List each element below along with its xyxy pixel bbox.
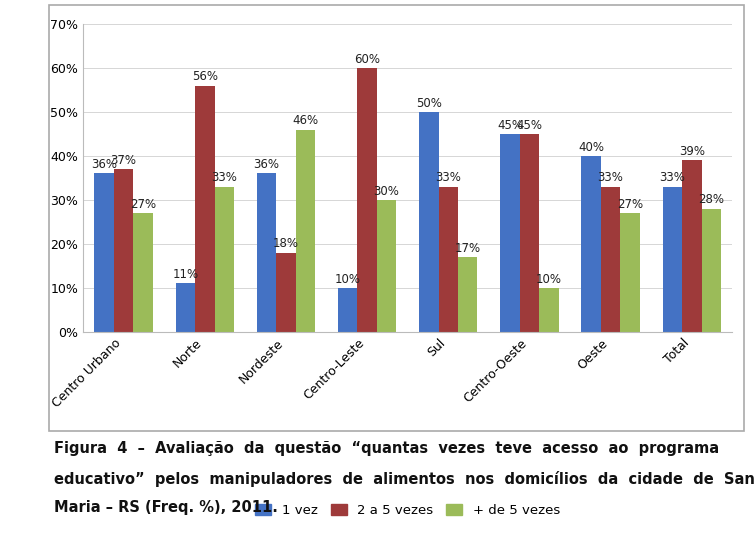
Text: 37%: 37% xyxy=(111,154,137,167)
Text: 11%: 11% xyxy=(172,268,199,281)
Text: 33%: 33% xyxy=(598,172,624,185)
Text: 10%: 10% xyxy=(334,272,361,286)
Bar xyxy=(621,213,639,332)
Bar xyxy=(257,173,276,332)
Bar xyxy=(176,284,195,332)
Text: 36%: 36% xyxy=(91,158,117,171)
Bar xyxy=(134,213,153,332)
Legend: 1 vez, 2 a 5 vezes, + de 5 vezes: 1 vez, 2 a 5 vezes, + de 5 vezes xyxy=(250,498,565,522)
Text: educativo”  pelos  manipuladores  de  alimentos  nos  domicílios  da  cidade  de: educativo” pelos manipuladores de alimen… xyxy=(54,471,755,487)
Text: 18%: 18% xyxy=(273,238,299,250)
Text: 33%: 33% xyxy=(436,172,461,185)
Text: 36%: 36% xyxy=(254,158,279,171)
Bar xyxy=(663,187,682,332)
Text: Maria – RS (Freq. %), 2011.: Maria – RS (Freq. %), 2011. xyxy=(54,500,279,515)
Bar xyxy=(195,86,214,332)
Text: 33%: 33% xyxy=(211,172,237,185)
Text: 46%: 46% xyxy=(292,114,319,127)
Bar xyxy=(114,169,134,332)
Bar xyxy=(296,129,315,332)
Bar xyxy=(338,288,357,332)
Bar xyxy=(214,187,234,332)
Text: 10%: 10% xyxy=(536,272,562,286)
Text: 56%: 56% xyxy=(192,71,217,83)
Text: 50%: 50% xyxy=(416,97,442,110)
Text: 40%: 40% xyxy=(578,141,604,154)
Bar xyxy=(94,173,114,332)
Bar xyxy=(276,253,296,332)
Bar xyxy=(519,134,539,332)
Text: 28%: 28% xyxy=(698,194,724,207)
Bar xyxy=(581,156,601,332)
Bar xyxy=(419,112,439,332)
Bar xyxy=(539,288,559,332)
Bar xyxy=(601,187,621,332)
Text: 45%: 45% xyxy=(516,119,542,132)
Bar xyxy=(701,209,721,332)
Text: 27%: 27% xyxy=(617,198,643,211)
Text: 30%: 30% xyxy=(374,185,399,197)
Bar xyxy=(357,68,377,332)
Text: 17%: 17% xyxy=(455,242,481,255)
Bar xyxy=(501,134,519,332)
Text: 39%: 39% xyxy=(679,145,704,158)
Text: 45%: 45% xyxy=(497,119,523,132)
Bar xyxy=(458,257,477,332)
Text: 33%: 33% xyxy=(659,172,686,185)
Bar xyxy=(377,200,396,332)
Bar xyxy=(682,160,701,332)
Text: 27%: 27% xyxy=(130,198,156,211)
Text: 60%: 60% xyxy=(354,53,380,66)
Text: Figura  4  –  Avaliação  da  questão  “quantas  vezes  teve  acesso  ao  program: Figura 4 – Avaliação da questão “quantas… xyxy=(54,441,720,456)
Bar xyxy=(439,187,458,332)
